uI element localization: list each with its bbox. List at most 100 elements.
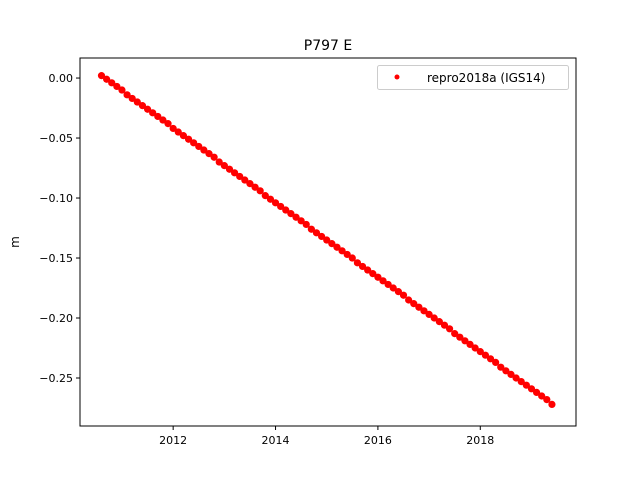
data-point: [149, 109, 157, 117]
data-point: [159, 116, 167, 124]
data-point: [343, 250, 351, 259]
data-point: [287, 210, 295, 218]
data-point: [512, 374, 520, 382]
data-point: [333, 243, 341, 251]
data-point: [200, 146, 208, 154]
data-point: [246, 180, 254, 188]
data-point: [456, 333, 464, 341]
data-point: [164, 120, 172, 128]
data-point: [318, 232, 326, 241]
data-point: [108, 79, 116, 87]
data-point: [195, 142, 203, 151]
data-point: [328, 240, 336, 248]
data-point: [415, 303, 423, 311]
data-point: [143, 105, 152, 113]
data-point: [548, 400, 556, 409]
data-point: [379, 277, 387, 285]
data-point: [451, 330, 459, 338]
data-point: [369, 270, 377, 278]
chart-title: P797 E: [304, 38, 352, 54]
data-point: [225, 165, 234, 173]
data-point: [103, 75, 111, 83]
data-point: [323, 236, 331, 244]
data-point: [266, 195, 275, 203]
data-point: [420, 307, 428, 315]
x-tick-label: 2012: [159, 434, 187, 447]
data-point: [486, 355, 495, 363]
data-point: [184, 135, 193, 143]
data-point: [215, 158, 223, 166]
data-point: [154, 112, 162, 121]
data-point: [138, 102, 147, 110]
data-point: [353, 259, 362, 267]
data-point: [430, 314, 438, 322]
data-point: [261, 192, 269, 200]
data-point: [302, 220, 310, 229]
data-point: [466, 340, 474, 349]
data-point: [128, 94, 136, 103]
data-point: [399, 291, 408, 299]
data-point: [445, 325, 454, 333]
y-tick-label: −0.05: [39, 132, 73, 145]
data-point: [461, 337, 469, 345]
data-point: [123, 91, 131, 99]
data-point: [384, 280, 392, 289]
data-point: [312, 229, 321, 237]
data-point: [364, 266, 372, 274]
y-tick-label: −0.10: [39, 192, 73, 205]
y-tick-label: −0.15: [39, 252, 73, 265]
data-point: [471, 344, 479, 352]
data-point: [476, 348, 484, 356]
x-tick-label: 2014: [262, 434, 290, 447]
data-point: [394, 288, 402, 296]
data-point: [405, 296, 413, 304]
data-point: [497, 363, 505, 371]
data-point: [538, 392, 546, 400]
legend-box: [377, 65, 569, 90]
data-point: [230, 169, 239, 177]
data-point: [297, 217, 305, 225]
data-point: [179, 132, 187, 140]
data-point: [507, 370, 515, 379]
y-tick-label: 0.00: [49, 72, 74, 85]
data-point: [282, 206, 290, 214]
data-point: [205, 150, 213, 158]
data-point: [338, 247, 346, 255]
data-point: [174, 128, 182, 136]
legend: repro2018a (IGS14): [377, 65, 569, 90]
data-point: [502, 367, 510, 375]
data-point: [374, 273, 382, 281]
data-point: [169, 124, 177, 133]
data-points: [97, 72, 556, 409]
legend-marker: [394, 74, 400, 80]
data-point: [307, 225, 315, 233]
data-point: [410, 300, 418, 308]
data-point: [481, 351, 489, 359]
y-axis-label: m: [8, 236, 22, 248]
data-point: [113, 82, 121, 91]
data-point: [241, 176, 249, 184]
data-point: [190, 139, 198, 147]
x-tick-label: 2016: [364, 434, 392, 447]
data-point: [527, 385, 536, 393]
data-point: [220, 162, 228, 170]
data-point: [522, 381, 530, 389]
y-tick-label: −0.25: [39, 372, 73, 385]
data-point: [133, 98, 141, 106]
data-point: [118, 86, 126, 94]
data-point: [517, 378, 525, 386]
data-point: [348, 254, 356, 262]
y-tick-label: −0.20: [39, 312, 73, 325]
data-point: [435, 318, 443, 326]
data-point: [492, 358, 500, 367]
data-point: [271, 199, 280, 207]
legend-label: repro2018a (IGS14): [427, 71, 545, 85]
data-point: [440, 321, 449, 329]
data-point: [236, 172, 244, 181]
x-tick-label: 2018: [466, 434, 494, 447]
data-point: [532, 388, 541, 397]
data-point: [251, 183, 259, 191]
data-point: [389, 284, 397, 292]
data-point: [543, 396, 551, 404]
